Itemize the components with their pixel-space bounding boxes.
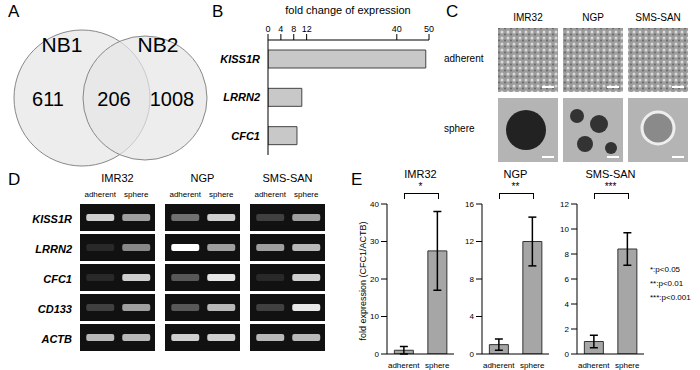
- svg-text:10: 10: [370, 312, 379, 321]
- svg-text:SMS-SAN: SMS-SAN: [635, 12, 681, 23]
- svg-text:IMR32: IMR32: [101, 172, 133, 184]
- svg-text:8: 8: [565, 250, 570, 259]
- svg-text:30: 30: [370, 237, 379, 246]
- svg-text:adherent: adherent: [169, 190, 201, 199]
- svg-text:adherent: adherent: [483, 361, 515, 370]
- html-text:***:p<0.001: ***:p<0.001: [650, 293, 691, 302]
- svg-text:8: 8: [470, 275, 475, 284]
- svg-text:KISS1R: KISS1R: [220, 53, 260, 65]
- svg-text:4: 4: [565, 300, 570, 309]
- svg-text:ACTB: ACTB: [40, 333, 72, 345]
- svg-text:0: 0: [375, 350, 380, 359]
- svg-text:adherent: adherent: [578, 361, 610, 370]
- html-text:A: A: [8, 2, 20, 21]
- svg-text:CFC1: CFC1: [231, 130, 260, 142]
- svg-text:SMS-SAN: SMS-SAN: [262, 172, 312, 184]
- svg-text:4: 4: [470, 312, 475, 321]
- svg-text:2: 2: [565, 325, 570, 334]
- svg-text:40: 40: [370, 200, 379, 209]
- svg-text:sphere: sphere: [615, 361, 640, 370]
- svg-text:CD133: CD133: [38, 303, 72, 315]
- svg-text:sphere: sphere: [209, 190, 234, 199]
- svg-text:611: 611: [32, 88, 64, 110]
- html-text:C: C: [446, 2, 459, 21]
- html-text:fold expression (CFC1/ACTB): fold expression (CFC1/ACTB): [358, 221, 368, 341]
- svg-text:0: 0: [265, 24, 270, 34]
- svg-text:sphere: sphere: [294, 190, 319, 199]
- html-text:IMR32: IMR32: [404, 168, 437, 180]
- html-text:NGP: NGP: [503, 168, 528, 180]
- html-text:E: E: [351, 170, 363, 189]
- html-text:SMS-SAN: SMS-SAN: [585, 168, 636, 180]
- svg-text:KISS1R: KISS1R: [32, 213, 72, 225]
- svg-text:adherent: adherent: [84, 190, 116, 199]
- svg-text:50: 50: [424, 24, 434, 34]
- svg-text:IMR32: IMR32: [513, 12, 543, 23]
- svg-text:NB2: NB2: [138, 33, 179, 56]
- svg-text:NB1: NB1: [42, 33, 83, 56]
- svg-text:sphere: sphere: [444, 123, 475, 134]
- svg-text:CFC1: CFC1: [43, 273, 72, 285]
- svg-text:adherent: adherent: [388, 361, 420, 370]
- html-text:fold change of expression: fold change of expression: [285, 4, 411, 16]
- svg-text:0: 0: [470, 350, 475, 359]
- svg-text:40: 40: [392, 24, 402, 34]
- svg-text:0: 0: [565, 350, 570, 359]
- svg-text:NGP: NGP: [191, 172, 215, 184]
- html-text:**:p<0.01: **:p<0.01: [650, 279, 684, 288]
- svg-text:sphere: sphere: [520, 361, 545, 370]
- svg-text:8: 8: [291, 24, 296, 34]
- svg-text:12: 12: [465, 237, 474, 246]
- svg-text:206: 206: [97, 88, 130, 110]
- svg-text:20: 20: [370, 275, 379, 284]
- svg-text:16: 16: [465, 200, 474, 209]
- svg-text:adherent: adherent: [444, 53, 484, 64]
- svg-text:10: 10: [560, 225, 569, 234]
- svg-text:6: 6: [565, 275, 570, 284]
- svg-text:LRRN2: LRRN2: [223, 91, 260, 103]
- html-text:B: B: [212, 2, 224, 21]
- html-text:*:p<0.05: *:p<0.05: [650, 265, 680, 274]
- svg-text:LRRN2: LRRN2: [35, 243, 72, 255]
- svg-text:12: 12: [302, 24, 312, 34]
- svg-text:12: 12: [560, 200, 569, 209]
- svg-text:sphere: sphere: [425, 361, 450, 370]
- svg-text:1008: 1008: [150, 88, 195, 110]
- svg-text:adherent: adherent: [254, 190, 286, 199]
- svg-text:4: 4: [278, 24, 283, 34]
- html-text:D: D: [8, 170, 21, 189]
- svg-text:NGP: NGP: [582, 12, 604, 23]
- svg-text:sphere: sphere: [124, 190, 149, 199]
